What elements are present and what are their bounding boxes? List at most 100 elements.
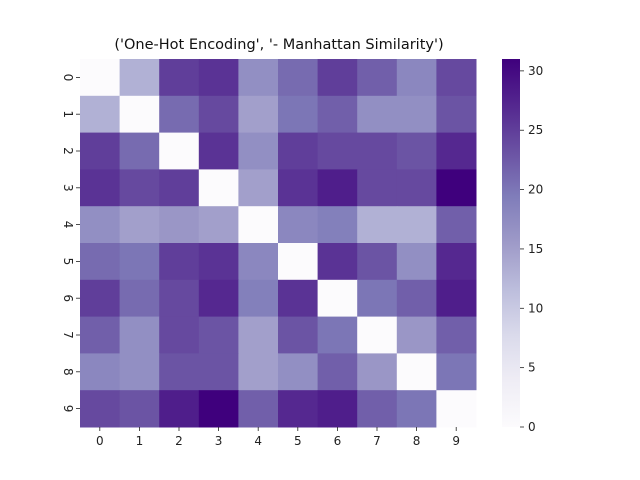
heatmap-cell-9-6 xyxy=(317,390,358,428)
heatmap-cell-3-4 xyxy=(238,169,279,207)
heatmap-cell-5-4 xyxy=(238,243,279,281)
heatmap-cell-6-0 xyxy=(80,279,121,318)
heatmap-cell-1-3 xyxy=(198,95,239,134)
y-axis: 0 1 2 3 4 5 6 7 8 9 xyxy=(61,74,80,412)
heatmap-cell-1-5 xyxy=(278,95,319,134)
y-tick-label: 3 xyxy=(61,184,75,192)
heatmap-cell-5-3 xyxy=(198,243,239,281)
heatmap-cell-8-8 xyxy=(396,353,437,391)
y-tick-label: 6 xyxy=(61,294,75,302)
heatmap-cell-6-4 xyxy=(238,279,279,318)
colorbar-tick-label: 10 xyxy=(528,301,543,315)
x-tick-label: 4 xyxy=(254,434,262,448)
heatmap-cell-2-6 xyxy=(317,132,358,170)
colorbar xyxy=(502,59,520,427)
heatmap-cell-4-2 xyxy=(159,206,200,244)
heatmap-cell-1-7 xyxy=(357,95,398,134)
y-tick-label: 7 xyxy=(61,331,75,339)
heatmap-cell-6-5 xyxy=(278,279,319,318)
heatmap-cell-6-3 xyxy=(198,279,239,318)
heatmap-cell-6-2 xyxy=(159,279,200,318)
heatmap-cell-3-1 xyxy=(119,169,160,207)
heatmap-cell-7-0 xyxy=(80,316,121,354)
heatmap-cell-4-8 xyxy=(396,206,437,244)
heatmap-cell-3-0 xyxy=(80,169,121,207)
heatmap-cell-3-5 xyxy=(278,169,319,207)
x-axis: 0 1 2 3 4 5 6 7 8 9 xyxy=(96,427,460,448)
y-tick-label: 8 xyxy=(61,368,75,376)
heatmap-cell-7-2 xyxy=(159,316,200,354)
heatmap-cell-2-8 xyxy=(396,132,437,170)
heatmap-cell-4-6 xyxy=(317,206,358,244)
heatmap-cell-7-3 xyxy=(198,316,239,354)
heatmap-cell-7-1 xyxy=(119,316,160,354)
heatmap-cell-2-4 xyxy=(238,132,279,170)
heatmap-cell-2-5 xyxy=(278,132,319,170)
heatmap-cell-4-4 xyxy=(238,206,279,244)
heatmap-cell-7-8 xyxy=(396,316,437,354)
x-tick-label: 1 xyxy=(136,434,144,448)
heatmap-cell-6-9 xyxy=(436,279,477,318)
heatmap-cell-8-6 xyxy=(317,353,358,391)
heatmap-cell-0-2 xyxy=(159,59,200,97)
heatmap-cell-3-8 xyxy=(396,169,437,207)
heatmap-cell-1-8 xyxy=(396,95,437,134)
heatmap-cell-5-6 xyxy=(317,243,358,281)
x-tick-label: 7 xyxy=(373,434,381,448)
heatmap-cell-5-9 xyxy=(436,243,477,281)
heatmap-cell-8-1 xyxy=(119,353,160,391)
heatmap-cell-5-5 xyxy=(278,243,319,281)
heatmap-cell-9-0 xyxy=(80,390,121,428)
heatmap-cell-2-0 xyxy=(80,132,121,170)
heatmap-cell-3-2 xyxy=(159,169,200,207)
x-tick-label: 0 xyxy=(96,434,104,448)
heatmap-cell-1-1 xyxy=(119,95,160,134)
colorbar-tick-label: 25 xyxy=(528,123,543,137)
heatmap-cell-4-3 xyxy=(198,206,239,244)
heatmap-cell-8-7 xyxy=(357,353,398,391)
heatmap-cell-8-4 xyxy=(238,353,279,391)
heatmap-cell-1-9 xyxy=(436,95,477,134)
heatmap-cell-2-1 xyxy=(119,132,160,170)
heatmap-cell-8-0 xyxy=(80,353,121,391)
colorbar-tick-label: 15 xyxy=(528,242,543,256)
heatmap-cell-4-7 xyxy=(357,206,398,244)
x-tick-label: 3 xyxy=(215,434,223,448)
heatmap-cell-0-9 xyxy=(436,59,477,97)
x-tick-label: 6 xyxy=(334,434,342,448)
heatmap-cell-7-7 xyxy=(357,316,398,354)
heatmap-cell-6-7 xyxy=(357,279,398,318)
heatmap-cell-9-9 xyxy=(436,390,477,428)
heatmap-cell-5-7 xyxy=(357,243,398,281)
colorbar-ticks: 0 5 10 15 20 25 30 xyxy=(520,64,543,434)
heatmap-cell-5-2 xyxy=(159,243,200,281)
heatmap-cell-1-2 xyxy=(159,95,200,134)
heatmap-cell-5-0 xyxy=(80,243,121,281)
heatmap-cell-3-7 xyxy=(357,169,398,207)
heatmap-cell-8-2 xyxy=(159,353,200,391)
chart-title: ('One-Hot Encoding', '- Manhattan Simila… xyxy=(114,37,443,53)
colorbar-tick-label: 5 xyxy=(528,361,536,375)
heatmap-cell-9-2 xyxy=(159,390,200,428)
x-tick-label: 9 xyxy=(452,434,460,448)
heatmap-cell-0-5 xyxy=(278,59,319,97)
heatmap-cell-2-9 xyxy=(436,132,477,170)
x-tick-label: 5 xyxy=(294,434,302,448)
heatmap-cell-9-3 xyxy=(198,390,239,428)
heatmap-cell-6-1 xyxy=(119,279,160,318)
heatmap-cell-0-1 xyxy=(119,59,160,97)
heatmap-cell-8-9 xyxy=(436,353,477,391)
heatmap-cell-3-9 xyxy=(436,169,477,207)
heatmap-cell-3-3 xyxy=(198,169,239,207)
y-tick-label: 4 xyxy=(61,221,75,229)
heatmap-cell-3-6 xyxy=(317,169,358,207)
heatmap-cell-7-4 xyxy=(238,316,279,354)
y-tick-label: 2 xyxy=(61,147,75,155)
heatmap-cell-5-8 xyxy=(396,243,437,281)
heatmap-cell-7-6 xyxy=(317,316,358,354)
heatmap-cell-4-9 xyxy=(436,206,477,244)
heatmap-cell-9-4 xyxy=(238,390,279,428)
heatmap-cell-0-7 xyxy=(357,59,398,97)
heatmap-cell-0-3 xyxy=(198,59,239,97)
